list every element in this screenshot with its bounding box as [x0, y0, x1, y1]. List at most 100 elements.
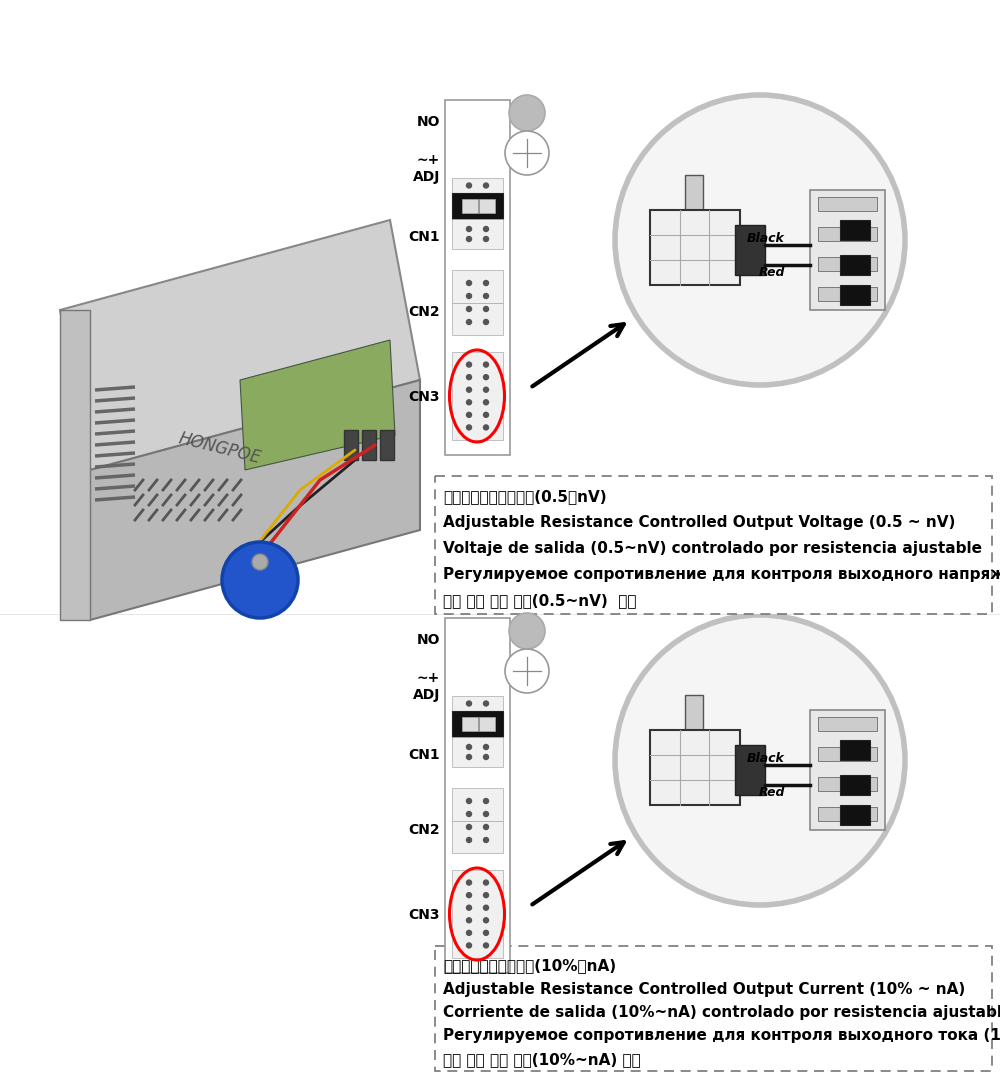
Circle shape [466, 744, 472, 750]
Text: Red: Red [759, 785, 785, 798]
Circle shape [466, 893, 472, 897]
Bar [344, 430, 358, 460]
Circle shape [484, 798, 488, 803]
Bar [840, 220, 870, 240]
Bar [818, 807, 877, 821]
Circle shape [484, 388, 488, 392]
Circle shape [484, 307, 488, 311]
Text: CN2: CN2 [408, 305, 440, 319]
Circle shape [484, 375, 488, 380]
Circle shape [466, 838, 472, 842]
Text: Adjustable Resistance Controlled Output Current (10% ~ nA): Adjustable Resistance Controlled Output … [443, 981, 965, 996]
Circle shape [466, 825, 472, 829]
Text: HONGPOE: HONGPOE [177, 429, 263, 467]
Circle shape [466, 294, 472, 298]
Circle shape [466, 226, 472, 232]
Circle shape [466, 880, 472, 885]
Circle shape [484, 838, 488, 842]
Text: NO: NO [416, 633, 440, 647]
Bar [462, 199, 478, 213]
FancyBboxPatch shape [452, 352, 503, 440]
FancyBboxPatch shape [452, 178, 503, 193]
Text: Voltaje de salida (0.5~nV) controlado por resistencia ajustable: Voltaje de salida (0.5~nV) controlado po… [443, 542, 982, 557]
Circle shape [466, 918, 472, 923]
Circle shape [252, 554, 268, 570]
Text: ∼+: ∼+ [417, 671, 440, 685]
Text: Регулируемое сопротивление для контроля выходного напряжения (0.5 ~ нВ): Регулируемое сопротивление для контроля … [443, 568, 1000, 583]
Bar [818, 227, 877, 241]
Bar [735, 745, 765, 795]
FancyBboxPatch shape [452, 193, 503, 219]
Text: CN3: CN3 [409, 390, 440, 404]
FancyBboxPatch shape [445, 100, 510, 454]
Circle shape [466, 320, 472, 324]
Text: Red: Red [759, 266, 785, 279]
Circle shape [466, 237, 472, 241]
Bar [840, 255, 870, 275]
Circle shape [466, 905, 472, 910]
Circle shape [484, 943, 488, 948]
Bar [650, 210, 740, 285]
Circle shape [484, 905, 488, 910]
FancyBboxPatch shape [452, 696, 503, 711]
FancyBboxPatch shape [435, 476, 992, 614]
Text: ADJ: ADJ [413, 688, 440, 702]
Polygon shape [240, 340, 395, 470]
Bar [818, 286, 877, 300]
FancyBboxPatch shape [452, 303, 503, 335]
Circle shape [484, 400, 488, 405]
FancyBboxPatch shape [452, 788, 503, 821]
Circle shape [466, 798, 472, 803]
Circle shape [484, 320, 488, 324]
Circle shape [484, 918, 488, 923]
Text: 可调电阵控制输出电流(10%～nA): 可调电阵控制输出电流(10%～nA) [443, 959, 616, 974]
Circle shape [484, 280, 488, 285]
Bar [735, 225, 765, 275]
Bar [818, 717, 877, 731]
Bar [818, 197, 877, 211]
Circle shape [505, 649, 549, 693]
Text: Black: Black [747, 752, 785, 765]
Circle shape [484, 811, 488, 816]
Circle shape [484, 893, 488, 897]
FancyBboxPatch shape [452, 821, 503, 853]
Text: 가변 저항 출력 전류(10%~nA) 제어: 가변 저항 출력 전류(10%~nA) 제어 [443, 1052, 641, 1067]
Circle shape [466, 701, 472, 707]
Bar [818, 747, 877, 761]
Circle shape [466, 280, 472, 285]
Bar [685, 174, 703, 213]
Circle shape [484, 183, 488, 188]
Circle shape [484, 755, 488, 759]
FancyBboxPatch shape [452, 711, 503, 737]
Bar [650, 730, 740, 805]
Circle shape [484, 825, 488, 829]
Circle shape [484, 931, 488, 935]
Circle shape [466, 400, 472, 405]
Circle shape [466, 375, 472, 380]
Text: 可调电阵控制输出电压(0.5～nV): 可调电阵控制输出电压(0.5～nV) [443, 490, 607, 504]
Circle shape [484, 294, 488, 298]
Circle shape [484, 701, 488, 707]
Text: CN1: CN1 [408, 230, 440, 244]
Bar [840, 775, 870, 795]
Circle shape [509, 95, 545, 131]
Polygon shape [60, 310, 90, 620]
Polygon shape [90, 380, 420, 620]
Bar [380, 430, 394, 460]
Circle shape [484, 744, 488, 750]
Circle shape [466, 755, 472, 759]
Bar [840, 740, 870, 760]
Circle shape [615, 95, 905, 384]
Bar [462, 716, 478, 731]
Bar [818, 257, 877, 271]
Bar [840, 285, 870, 305]
Bar [818, 777, 877, 791]
Text: NO: NO [416, 115, 440, 129]
FancyBboxPatch shape [452, 737, 503, 767]
FancyBboxPatch shape [452, 270, 503, 303]
FancyBboxPatch shape [452, 219, 503, 249]
Circle shape [466, 388, 472, 392]
Circle shape [466, 931, 472, 935]
Bar [362, 430, 376, 460]
Bar [685, 695, 703, 733]
